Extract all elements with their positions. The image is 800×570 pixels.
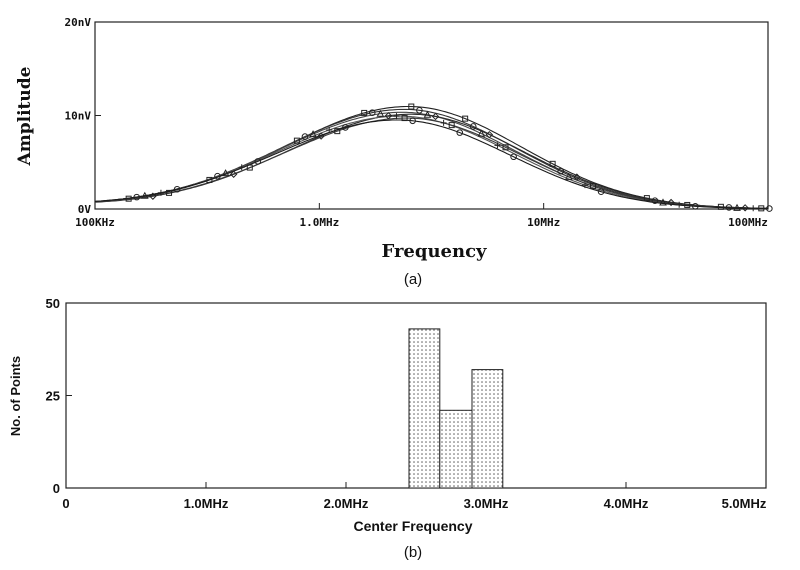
panel-a-series-marker (725, 204, 733, 211)
panel-a-series-marker (149, 192, 157, 200)
panel-a-series-marker (440, 119, 447, 126)
panel-a-series-marker (477, 129, 486, 137)
panel-a-y-axis-label: Amplitude (15, 66, 35, 166)
panel-a-y-tick-label: 20nV (65, 16, 92, 29)
panel-a-series-marker (157, 189, 164, 196)
panel-b-y-tick-label: 0 (53, 481, 60, 496)
panel-a-series-marker (326, 126, 333, 133)
panel-a-series-marker (667, 198, 675, 207)
panel-a-series-marker (485, 130, 494, 139)
panel-a-x-tick-label: 10MHz (527, 216, 560, 229)
panel-a-series-marker (409, 117, 416, 125)
panel-a-series-marker (758, 205, 765, 212)
panel-a-series-marker (643, 195, 650, 202)
panel-a-series-marker (376, 109, 385, 117)
panel-b-x-tick-label: 0 (62, 496, 69, 511)
panel-a-series-marker (456, 129, 464, 136)
panel-a-series-marker (717, 203, 724, 210)
panel-a-series-marker (564, 172, 573, 180)
panel-a-series-marker (334, 128, 341, 135)
panel-a-series-marker (125, 195, 132, 202)
panel-a-series-marker (692, 203, 699, 210)
panel-a-series-marker (557, 167, 565, 175)
panel-a-series-marker (361, 109, 368, 116)
panel-a-series-marker (214, 172, 221, 180)
panel-a-series-marker (342, 124, 349, 131)
panel-a-series-marker (448, 122, 455, 129)
panel-b-y-tick-label: 25 (46, 389, 60, 404)
panel-a-series-marker (684, 201, 691, 208)
panel-a-series-marker (221, 169, 230, 177)
panel-a-series-marker (469, 123, 477, 130)
panel-a-series-marker (246, 164, 253, 171)
panel-b-x-tick-label: 3.0MHz (464, 496, 509, 511)
panel-a-series-marker (676, 201, 683, 208)
panel-a-series-line (94, 117, 769, 210)
panel-a-series-marker (173, 185, 181, 193)
panel-a-series-marker (502, 144, 509, 151)
panel-a-series-marker (494, 142, 501, 149)
panel-a-series-marker (741, 204, 749, 212)
panel-a-x-axis-label: Frequency (381, 241, 487, 262)
panel-a-series-marker (238, 164, 245, 171)
panel-a-series-marker (393, 113, 400, 120)
panel-a-series-marker (651, 197, 659, 204)
panel-a-caption-label: (a) (404, 271, 422, 288)
panel-b-y-axis-label: No. of Points (8, 356, 23, 436)
panel-a-amplitude-chart: 0V 10nV 20nV 100KHz 1.0MHz 10MHz 100MHz Ampli… (15, 16, 773, 288)
panel-a-x-tick-label: 1.0MHz (299, 216, 339, 229)
panel-a-series-marker (368, 109, 376, 116)
panel-a-series-marker (750, 205, 757, 212)
panel-b-y-tick-label: 50 (46, 296, 60, 311)
panel-a-series-marker (384, 112, 393, 120)
panel-b-x-tick-label: 5.0MHz (722, 496, 767, 511)
panel-a-series-marker (423, 110, 432, 118)
panel-a-series-marker (301, 133, 309, 140)
panel-a-series-marker (766, 205, 773, 212)
panel-a-series-marker (597, 188, 605, 196)
panel-a-series-marker (206, 176, 213, 183)
panel-a-series-marker (416, 106, 423, 114)
panel-a-series-marker (317, 132, 325, 140)
panel-a-series-marker (581, 182, 588, 189)
panel-a-series-marker (510, 153, 517, 161)
panel-a-series-marker (733, 203, 741, 211)
panel-a-series-marker (549, 160, 556, 167)
panel-b-caption-label: (b) (404, 544, 422, 561)
panel-a-series-marker (166, 189, 173, 196)
panel-b-x-tick-label: 4.0MHz (604, 496, 649, 511)
panel-b-x-axis-label: Center Frequency (353, 518, 472, 534)
panel-a-series-marker (590, 183, 597, 190)
panel-a-series-marker (431, 112, 440, 121)
panel-a-series-marker (401, 115, 408, 122)
panel-b-histogram-bar (439, 409, 473, 489)
panel-b-histogram-bar (471, 369, 504, 489)
panel-b-x-tick-label: 2.0MHz (324, 496, 369, 511)
panel-a-series-marker (462, 115, 469, 122)
panel-a-series-marker (293, 137, 300, 144)
panel-b-x-tick-label: 1.0MHz (184, 496, 229, 511)
panel-a-x-tick-label: 100MHz (728, 216, 768, 229)
panel-a-series-marker (254, 158, 262, 165)
panel-a-y-tick-label: 10nV (65, 110, 92, 123)
panel-a-x-tick-label: 100KHz (75, 216, 115, 229)
panel-b-histogram: 0 25 50 0 1.0MHz 2.0MHz 3.0MHz 4.0MHz 5.0MHz No… (8, 296, 767, 561)
panel-a-series-marker (573, 173, 581, 181)
panel-a-series-marker (309, 130, 317, 138)
panel-a-series-marker (659, 198, 667, 206)
panel-a-y-tick-label: 0V (78, 203, 92, 216)
panel-b-histogram-bar (408, 328, 441, 489)
panel-a-series-marker (140, 191, 149, 199)
panel-a-series-marker (408, 103, 415, 110)
panel-a-series-marker (229, 170, 238, 178)
panel-a-series-marker (133, 193, 141, 201)
